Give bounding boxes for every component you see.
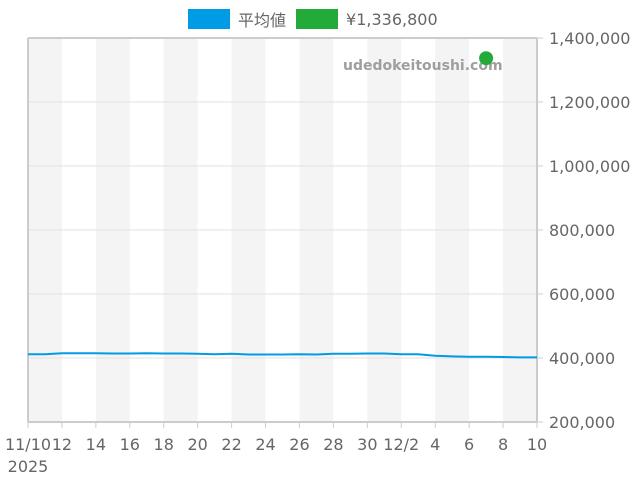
legend-item-current-price[interactable]: ¥1,336,800 <box>296 9 438 29</box>
chart-legend: 平均値 ¥1,336,800 <box>188 8 448 30</box>
x-tick-label: 18 <box>154 435 174 454</box>
x-tick-label: 16 <box>120 435 140 454</box>
y-tick-label: 800,000 <box>549 221 615 240</box>
x-tick-label: 8 <box>498 435 508 454</box>
x-tick-label: 28 <box>323 435 343 454</box>
y-tick-label: 1,000,000 <box>549 157 630 176</box>
x-tick-label: 6 <box>464 435 474 454</box>
watermark-text: udedokeitoushi.com <box>343 58 503 74</box>
x-tick-label: 22 <box>221 435 241 454</box>
y-tick-label: 1,400,000 <box>549 29 630 48</box>
x-tick-label: 24 <box>255 435 275 454</box>
x-tick-label: 10 <box>527 435 547 454</box>
x-tick-label: 30 <box>357 435 377 454</box>
y-tick-label: 200,000 <box>549 413 615 432</box>
legend-label-current-price: ¥1,336,800 <box>346 9 438 29</box>
y-tick-label: 600,000 <box>549 285 615 304</box>
x-tick-label: 26 <box>289 435 309 454</box>
average-price-line <box>28 352 537 359</box>
x-tick-label: 11/10 <box>5 435 51 454</box>
x-tick-label: 12/2 <box>383 435 419 454</box>
legend-item-average[interactable]: 平均値 <box>188 7 286 31</box>
x-tick-label: 4 <box>430 435 440 454</box>
x-tick-label: 2025 <box>8 457 49 476</box>
x-tick-label: 20 <box>187 435 207 454</box>
legend-swatch-current-price <box>296 9 339 29</box>
current-price-marker[interactable] <box>479 51 494 66</box>
x-tick-label: 12 <box>52 435 72 454</box>
legend-label-average: 平均値 <box>238 11 287 30</box>
y-tick-label: 400,000 <box>549 349 615 368</box>
x-tick-label: 14 <box>86 435 106 454</box>
legend-swatch-average <box>188 9 230 29</box>
y-tick-label: 1,200,000 <box>549 93 630 112</box>
